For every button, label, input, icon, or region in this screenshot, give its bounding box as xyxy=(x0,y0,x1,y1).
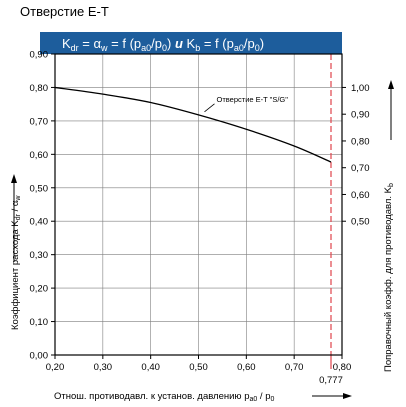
series-line-orifice xyxy=(54,86,332,163)
band-f1-close: ) xyxy=(167,36,171,51)
series-layer: 0,777 Отверстие E-T "S/G" xyxy=(54,54,343,386)
title-band xyxy=(40,32,342,54)
right-tick-label: 0,50 xyxy=(351,217,370,228)
band-f1-mid: /p xyxy=(151,36,162,51)
band-f1-sub: a0 xyxy=(141,43,151,53)
x-arrow-head xyxy=(343,393,352,399)
band-eq1: = xyxy=(79,36,94,51)
band-f2-open: = f (p xyxy=(200,36,234,51)
band-kb: K xyxy=(187,36,196,51)
band-f1-open: = f (p xyxy=(108,36,142,51)
bottom-tick-label: 0,80 xyxy=(333,362,352,373)
y-left-label-mid: / α xyxy=(10,200,21,214)
right-tick-labels: 0,50 0,60 0,70 0,80 0,90 1,00 xyxy=(342,83,370,228)
y-right-label-sub: b xyxy=(388,183,395,187)
left-tick-label: 0,00 xyxy=(30,351,49,362)
right-tick-label: 0,70 xyxy=(351,163,370,174)
y-right-label-main: Поправочный коэфф. для противодавл. K xyxy=(383,186,394,372)
y-left-arrow-head xyxy=(11,174,17,183)
x-axis-label: Отнош. противодавл. к установ. давлению … xyxy=(54,391,274,403)
band-kb-sub: b xyxy=(195,43,200,53)
band-and: и xyxy=(171,36,186,51)
left-tick-label: 0,40 xyxy=(30,217,49,228)
left-tick-label: 0,20 xyxy=(30,284,49,295)
page-title: Отверстие E-T xyxy=(20,4,109,19)
left-tick-label: 0,50 xyxy=(30,183,49,194)
right-tick-label: 1,00 xyxy=(351,83,370,94)
left-tick-labels: 0,00 0,10 0,20 0,30 0,40 0,50 0,60 0,70 0,80 0,90 xyxy=(30,50,55,362)
left-tick-label: 0,30 xyxy=(30,250,49,261)
right-tick-label: 0,60 xyxy=(351,190,370,201)
y-right-arrow-head xyxy=(388,80,394,89)
reference-tick-label: 0,777 xyxy=(319,375,343,386)
x-label-mid: / p xyxy=(257,391,270,402)
band-title: Kdr = αw = f (pa0/p0) и Kb = f (pa0/p0) xyxy=(62,36,264,53)
bottom-tick-label: 0,70 xyxy=(285,362,304,373)
bottom-tick-label: 0,60 xyxy=(237,362,256,373)
left-tick-label: 0,80 xyxy=(30,83,49,94)
band-kdr: K xyxy=(62,36,71,51)
plot-frame xyxy=(54,53,343,356)
band-f2-sub2: 0 xyxy=(255,43,260,53)
bottom-tick-label: 0,30 xyxy=(94,362,113,373)
y-left-label: Коэффициент расхода Kdr / αw xyxy=(10,195,22,330)
band-f2-sub: a0 xyxy=(234,43,244,53)
left-tick-label: 0,10 xyxy=(30,317,49,328)
left-tick-label: 0,90 xyxy=(30,50,49,61)
bottom-tick-label: 0,50 xyxy=(189,362,208,373)
y-right-label: Поправочный коэфф. для противодавл. Kb xyxy=(383,183,395,372)
series-label: Отверстие E-T "S/G" xyxy=(217,95,289,104)
band-f2-close: ) xyxy=(260,36,264,51)
grid-lines xyxy=(55,54,342,355)
y-left-label-main: Коэффициент расхода K xyxy=(10,220,21,330)
bottom-tick-label: 0,20 xyxy=(46,362,65,373)
x-label-sub1: a0 xyxy=(249,396,257,403)
x-label-main: Отнош. противодавл. к установ. давлению … xyxy=(54,391,249,402)
left-tick-label: 0,70 xyxy=(30,116,49,127)
right-tick-label: 0,80 xyxy=(351,136,370,147)
band-alpha: α xyxy=(94,36,102,51)
band-f2-mid: /p xyxy=(244,36,255,51)
x-label-sub2: 0 xyxy=(270,396,274,403)
y-left-label-sub1: dr xyxy=(15,213,22,220)
band-f1-sub2: 0 xyxy=(162,43,167,53)
series-label-leader xyxy=(204,103,215,113)
y-left-label-sub2: w xyxy=(15,195,22,202)
right-tick-label: 0,90 xyxy=(351,110,370,121)
left-tick-label: 0,60 xyxy=(30,150,49,161)
band-kdr-sub: dr xyxy=(71,43,79,53)
band-alpha-sub: w xyxy=(100,43,108,53)
bottom-tick-labels: 0,20 0,30 0,40 0,50 0,60 0,70 0,80 xyxy=(46,355,352,373)
bottom-tick-label: 0,40 xyxy=(141,362,160,373)
